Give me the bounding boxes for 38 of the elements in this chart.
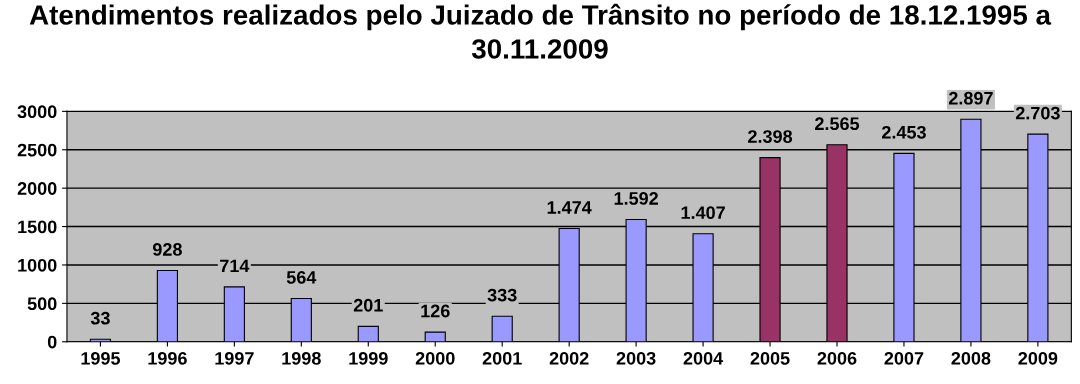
data-label: 33 [90,311,110,325]
x-tick-label: 1997 [215,351,254,365]
data-label: 2.398 [748,130,793,143]
data-label: 1.474 [547,201,592,214]
y-tick-label: 0 [47,335,57,349]
x-tick-label: 2007 [884,351,924,365]
x-tick-label: 1996 [148,351,187,365]
x-tick-label: 1999 [349,351,388,365]
x-tick-label: 2002 [549,351,589,365]
data-label: 2.897 [948,91,993,105]
x-tick-label: 1995 [81,351,121,365]
x-tick-label: 2000 [415,351,455,365]
x-tick-label: 2003 [616,351,656,365]
data-label: 564 [286,270,317,284]
x-tick-label: 2008 [951,351,991,365]
x-tick-label: 1998 [282,351,321,365]
y-tick-label: 2000 [17,182,57,195]
data-label: 2.703 [1015,106,1060,120]
y-tick-label: 3000 [17,105,57,119]
data-label: 714 [220,259,250,273]
x-tick-label: 2009 [1018,351,1058,365]
data-label: 201 [353,298,383,312]
x-tick-label: 2005 [750,351,790,365]
x-tick-label: 2001 [482,351,522,365]
y-tick-label: 1500 [18,220,57,234]
chart-title: Atendimentos realizados pelo Juizado de Trânsito no período de 18.12.1995 a 30.11.2009 [29,3,1052,59]
data-label: 1.592 [614,192,658,205]
x-tick-label: 2004 [683,351,724,365]
y-tick-label: 2500 [17,143,57,157]
data-label: 928 [152,243,182,256]
data-label: 2.453 [882,125,926,139]
data-label: 2.565 [815,117,860,131]
data-label: 333 [487,288,517,302]
data-label: 126 [421,304,450,318]
y-tick-label: 1000 [18,258,57,272]
data-label: 1.407 [681,206,725,220]
y-tick-label: 500 [27,297,57,311]
x-tick-label: 2006 [817,351,857,365]
